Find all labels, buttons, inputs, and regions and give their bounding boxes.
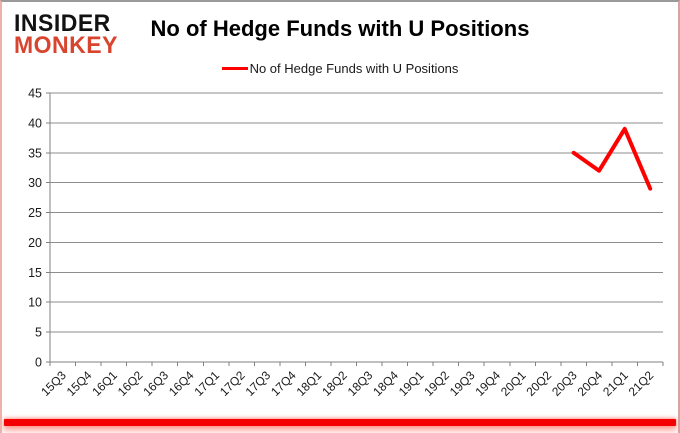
y-axis-label: 10 — [28, 296, 42, 310]
x-axis-label: 21Q1 — [600, 368, 631, 399]
y-axis-label: 5 — [35, 326, 42, 340]
x-axis-label: 20Q4 — [575, 368, 606, 399]
line-chart: 0 5 10 15 20 25 30 35 40 45 15Q315Q416Q116Q216Q316… — [28, 87, 664, 399]
x-axis-label: 18Q2 — [319, 368, 350, 399]
x-axis-label: 19Q4 — [472, 368, 503, 399]
y-axis-label: 45 — [28, 87, 42, 101]
y-axis-label: 15 — [28, 266, 42, 280]
x-axis-label: 20Q3 — [549, 368, 580, 399]
x-axis-label: 20Q1 — [498, 368, 529, 399]
logo-text-monkey: MONKEY — [14, 31, 118, 59]
x-axis-label: 19Q2 — [421, 368, 452, 399]
x-axis-label: 16Q3 — [140, 368, 171, 399]
x-axis-label: 18Q1 — [294, 368, 325, 399]
y-axis-label: 25 — [28, 206, 42, 220]
legend-label: No of Hedge Funds with U Positions — [249, 60, 459, 76]
chart-title: No of Hedge Funds with U Positions — [150, 16, 530, 41]
bottom-red-bar — [4, 419, 676, 426]
x-axis-label: 16Q4 — [166, 368, 197, 399]
y-axis-label: 40 — [28, 116, 42, 130]
legend-line-swatch — [221, 66, 248, 70]
x-axis-label: 15Q4 — [64, 368, 95, 399]
legend: No of Hedge Funds with U Positions — [2, 60, 678, 76]
series-line — [571, 126, 653, 191]
y-axis-label: 20 — [28, 236, 42, 250]
x-axis-label: 20Q2 — [524, 368, 555, 399]
x-axis-label: 16Q2 — [115, 368, 146, 399]
x-axis-label: 18Q4 — [370, 368, 401, 399]
insider-monkey-logo: INSIDER MONKEY — [14, 8, 118, 59]
logo-text-insider: INSIDER — [14, 8, 111, 37]
x-axis-label: 17Q1 — [191, 368, 222, 399]
x-axis-label: 19Q3 — [447, 368, 478, 399]
x-axis-label: 21Q2 — [626, 368, 657, 399]
x-axis-label: 15Q3 — [38, 368, 69, 399]
y-axis-label: 35 — [28, 146, 42, 160]
x-axis-label: 17Q3 — [243, 368, 274, 399]
y-axis-label: 0 — [35, 356, 42, 370]
x-axis-label: 18Q3 — [345, 368, 376, 399]
x-axis-label: 17Q2 — [217, 368, 248, 399]
x-axis-label: 16Q1 — [89, 368, 120, 399]
x-axis-label: 17Q4 — [268, 368, 299, 399]
y-axis-label: 30 — [28, 176, 42, 190]
x-axis-label: 19Q1 — [396, 368, 427, 399]
